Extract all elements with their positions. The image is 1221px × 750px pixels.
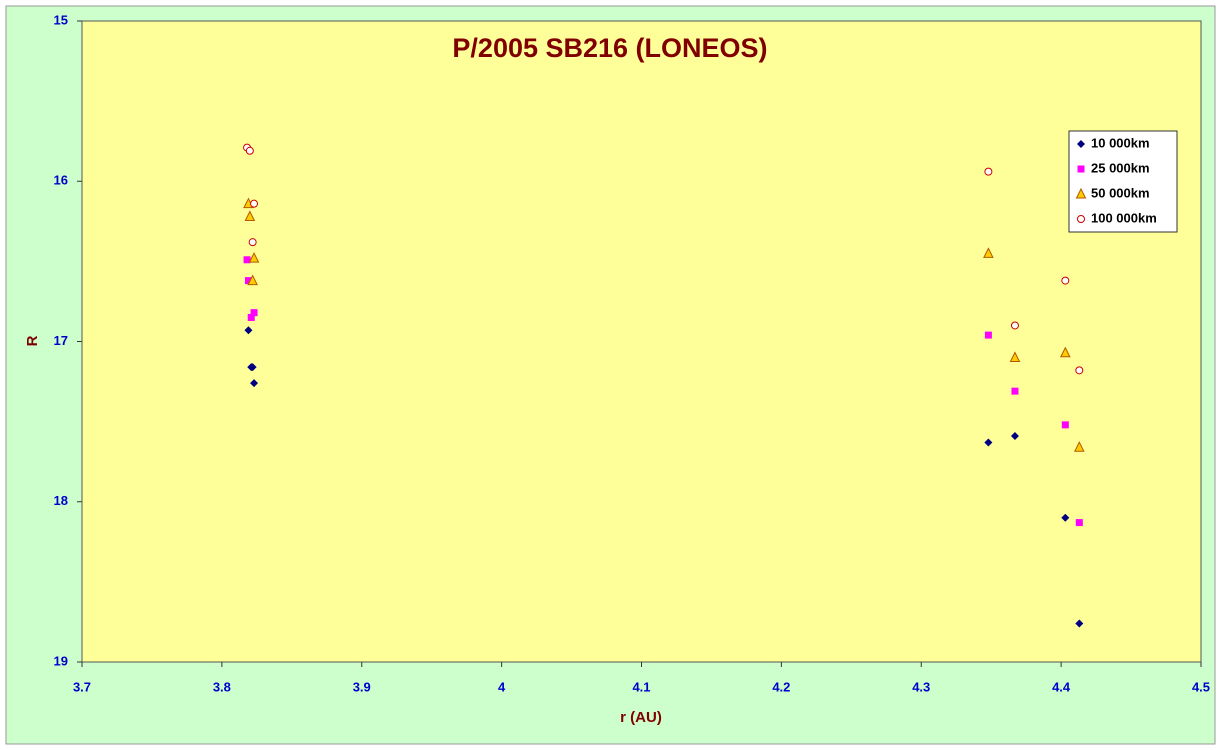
x-tick-label: 4 [498, 679, 506, 694]
point [1075, 366, 1084, 375]
legend-label: 25 000km [1091, 160, 1150, 175]
point [1061, 421, 1069, 429]
point [250, 379, 259, 388]
point [248, 363, 257, 372]
point [245, 146, 254, 155]
point [247, 313, 255, 321]
legend-label: 100 000km [1091, 210, 1157, 225]
point [1060, 346, 1071, 358]
point [244, 210, 256, 222]
point [1073, 441, 1085, 452]
point [247, 274, 258, 286]
point [984, 331, 992, 339]
point [244, 277, 252, 285]
legend-marker [1077, 140, 1085, 148]
legend-label: 10 000km [1091, 135, 1150, 150]
x-tick-label: 4.2 [772, 679, 790, 694]
point [1061, 276, 1070, 285]
point [1009, 351, 1021, 363]
x-tick-label: 4.4 [1052, 679, 1071, 694]
y-tick-label: 19 [54, 653, 68, 668]
legend-box [1068, 130, 1178, 233]
point [243, 256, 251, 264]
point [250, 199, 259, 208]
point [1075, 619, 1084, 628]
x-tick-label: 3.8 [213, 679, 231, 694]
point [248, 238, 257, 247]
point [1011, 387, 1019, 395]
x-tick-label: 3.7 [73, 679, 91, 694]
legend-label: 50 000km [1091, 185, 1150, 200]
legend-marker [1077, 165, 1085, 173]
legend-marker [1075, 187, 1087, 199]
point [1075, 519, 1083, 527]
x-tick-label: 3.9 [353, 679, 371, 694]
point [244, 326, 253, 335]
x-tick-label: 4.1 [632, 679, 650, 694]
chart-title: P/2005 SB216 (LONEOS) [452, 33, 767, 63]
y-tick-label: 17 [54, 333, 68, 348]
point [984, 167, 993, 176]
y-axis-label: R [24, 335, 41, 346]
y-tick-label: 16 [54, 173, 68, 188]
point [1061, 513, 1070, 522]
point [983, 247, 994, 258]
point [1010, 432, 1019, 441]
x-tick-label: 4.5 [1192, 679, 1210, 694]
point [250, 309, 258, 317]
point [248, 252, 260, 263]
y-tick-label: 18 [54, 493, 68, 508]
x-tick-label: 4.3 [912, 679, 930, 694]
legend-marker [1077, 215, 1085, 223]
point [1010, 321, 1019, 330]
plot-area [81, 20, 1202, 663]
x-axis-label: r (AU) [620, 709, 662, 726]
point [984, 438, 993, 447]
y-tick-label: 15 [54, 12, 68, 27]
